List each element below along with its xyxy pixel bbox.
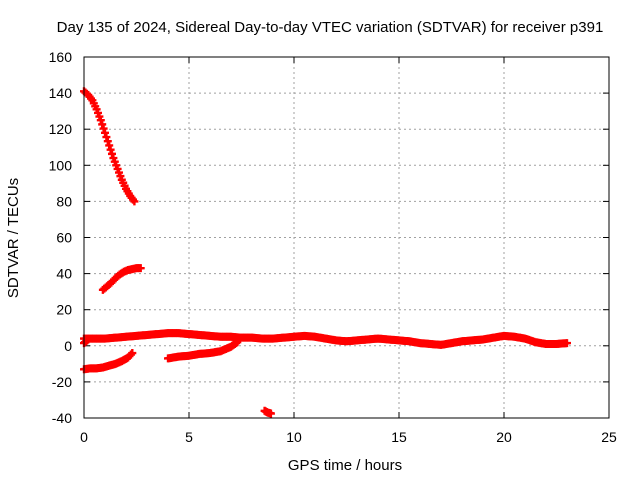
series-arc-negative-rising	[164, 338, 242, 363]
y-axis-label: SDTVAR / TECUs	[5, 178, 22, 298]
tick-labels: 0 5 10 15 20 25 -40 -20 0 20 40 60 80 100 120 140 160	[49, 49, 617, 445]
series-arc-lowest	[260, 406, 275, 418]
x-tick-label: 10	[286, 429, 302, 445]
data-point	[103, 137, 112, 146]
y-tick-label: 0	[64, 338, 72, 354]
data-point	[99, 124, 108, 133]
data-point	[108, 149, 116, 158]
series-main-near-zero	[80, 329, 571, 349]
data-point	[136, 264, 145, 273]
data-point	[101, 128, 109, 137]
y-tick-label: -20	[52, 374, 72, 390]
y-tick-label: 80	[56, 193, 72, 209]
data-point	[106, 145, 115, 154]
data-point	[563, 339, 571, 348]
series-arc-negative-start	[80, 349, 137, 374]
y-tick-label: 140	[49, 85, 73, 101]
data-point	[130, 197, 139, 206]
y-tick-label: 40	[56, 266, 72, 282]
series-arc-descending-high	[80, 87, 139, 206]
data-point	[233, 338, 242, 347]
x-tick-label: 20	[496, 429, 512, 445]
data-point	[84, 335, 93, 344]
data-point	[105, 141, 114, 150]
data-point	[98, 120, 107, 129]
x-tick-label: 0	[80, 429, 88, 445]
y-tick-label: 120	[49, 121, 73, 137]
x-axis-label: GPS time / hours	[288, 457, 402, 474]
plot-frame	[83, 56, 610, 419]
y-tick-label: 60	[56, 230, 72, 246]
data-points	[80, 87, 571, 418]
y-tick-label: 100	[49, 157, 73, 173]
x-tick-label: 25	[601, 429, 617, 445]
data-point	[266, 409, 275, 418]
y-tick-label: -40	[52, 410, 72, 426]
x-tick-label: 15	[391, 429, 407, 445]
x-tick-label: 5	[185, 429, 193, 445]
grid-layer	[84, 57, 609, 418]
chart-title: Day 135 of 2024, Sidereal Day-to-day VTE…	[57, 19, 604, 36]
data-point	[128, 349, 137, 358]
data-point	[102, 133, 111, 142]
y-tick-label: 160	[49, 49, 73, 65]
y-tick-label: 20	[56, 302, 72, 318]
data-point	[96, 116, 105, 125]
series-arc-rising-mid	[98, 264, 145, 294]
